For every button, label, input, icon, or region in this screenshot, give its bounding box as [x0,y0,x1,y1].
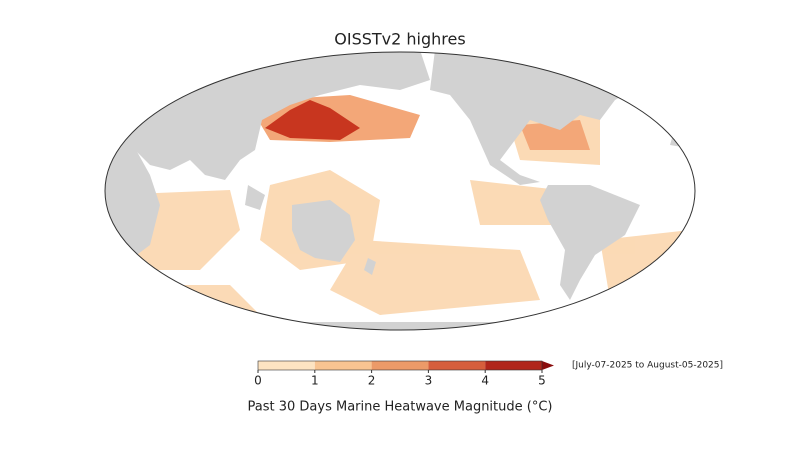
globe-outline [104,51,696,331]
colorbar-segment [258,361,315,370]
tick-label: 2 [368,374,376,388]
colorbar-extend [542,361,554,370]
colorbar-segment [371,361,429,370]
tick-label: 0 [254,374,262,388]
tick-label: 5 [538,374,546,388]
colorbar-outline [257,360,543,371]
colorbar-segment [314,361,372,370]
tick-label: 3 [425,374,433,388]
tick-label: 4 [481,374,489,388]
map-title: OISSTv2 highres [334,30,465,49]
tick-label: 1 [311,374,319,388]
colorbar-segment [485,361,542,370]
date-range: [July-07-2025 to August-05-2025] [572,361,723,371]
colorbar: 0 1 2 3 4 5 [254,360,554,388]
colorbar-label: Past 30 Days Marine Heatwave Magnitude (… [248,400,553,415]
colorbar-segment [428,361,486,370]
